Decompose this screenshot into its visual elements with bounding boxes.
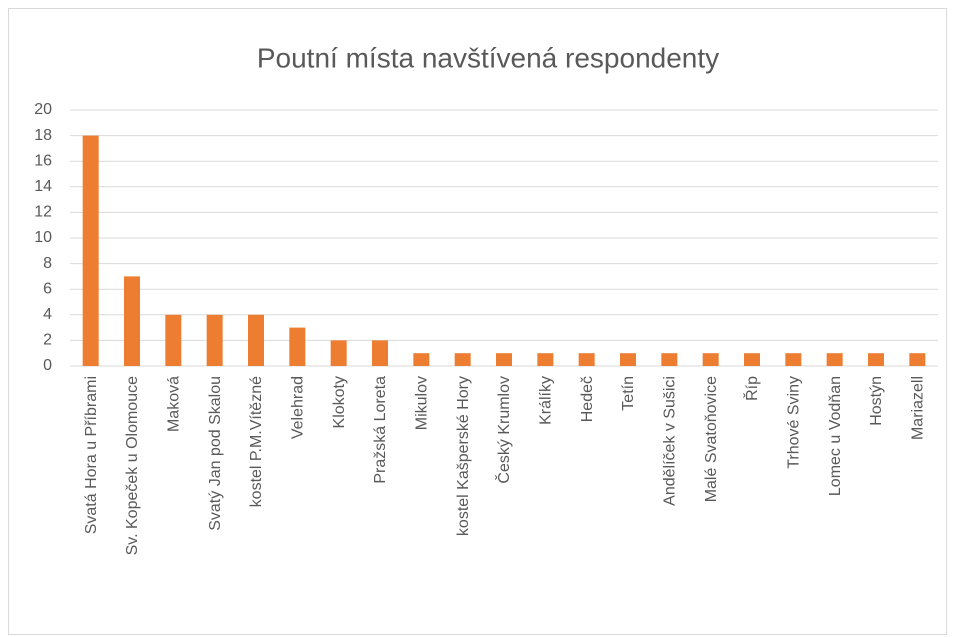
bar	[206, 314, 223, 366]
y-tick-label: 8	[43, 255, 52, 272]
x-tick-label: Hostýn	[868, 376, 885, 426]
chart-title: Poutní místa navštívená respondenty	[257, 42, 719, 73]
bar	[124, 276, 140, 366]
bar	[454, 353, 471, 366]
y-tick-label: 14	[34, 178, 52, 195]
y-tick-label: 4	[43, 306, 52, 323]
bar	[82, 135, 99, 366]
y-tick-label: 12	[34, 204, 52, 221]
x-tick-label: kostel Kašperské Hory	[455, 376, 472, 536]
x-tick-label: Mikulov	[414, 376, 431, 430]
x-tick-label: Velehrad	[290, 376, 307, 439]
bar	[868, 353, 884, 366]
y-tick-label: 10	[34, 229, 52, 246]
bar	[744, 353, 760, 366]
bar	[578, 353, 595, 366]
x-tick-label: Tetín	[620, 376, 637, 411]
y-tick-label: 16	[34, 152, 52, 169]
x-tick-label: Pražská Loreta	[372, 376, 389, 484]
x-tick-label: Český Krumlov	[494, 376, 513, 484]
bar	[165, 314, 182, 366]
x-tick-label: kostel P.M.Vítězné	[248, 376, 265, 507]
y-tick-label: 6	[43, 280, 52, 297]
bar	[826, 353, 843, 366]
x-tick-label: Lomec u Vodňan	[827, 376, 844, 496]
x-tick-label: Klokoty	[331, 376, 348, 428]
bar	[289, 327, 306, 366]
chart-frame	[8, 8, 947, 635]
x-tick-label: Trhové Sviny	[786, 376, 803, 469]
bar	[496, 353, 512, 366]
bar	[537, 353, 554, 366]
bar	[785, 353, 802, 366]
bar	[909, 353, 926, 366]
x-tick-label: Svatá Hora u Příbrami	[83, 376, 100, 534]
x-tick-label: Králíky	[538, 376, 555, 425]
x-tick-label: Andělíček v Sušici	[662, 376, 679, 506]
bar	[330, 340, 347, 366]
x-tick-label: Hedeč	[579, 376, 596, 422]
bar	[248, 314, 264, 366]
x-tick-label: Svatý Jan pod Skalou	[207, 376, 224, 531]
y-tick-label: 2	[43, 332, 52, 349]
y-tick-label: 20	[34, 101, 52, 118]
x-tick-label: Sv. Kopeček u Olomouce	[124, 376, 141, 555]
y-tick-label: 18	[34, 127, 52, 144]
y-tick-label: 0	[43, 357, 52, 374]
x-tick-label: Malé Svatoňovice	[703, 376, 720, 502]
bar	[661, 353, 678, 366]
x-tick-label: Mariazell	[910, 376, 927, 440]
x-tick-label: Maková	[166, 376, 183, 432]
bar	[702, 353, 719, 366]
bar	[620, 353, 636, 366]
bar	[413, 353, 430, 366]
bar	[372, 340, 388, 366]
x-tick-label: Říp	[742, 376, 761, 401]
